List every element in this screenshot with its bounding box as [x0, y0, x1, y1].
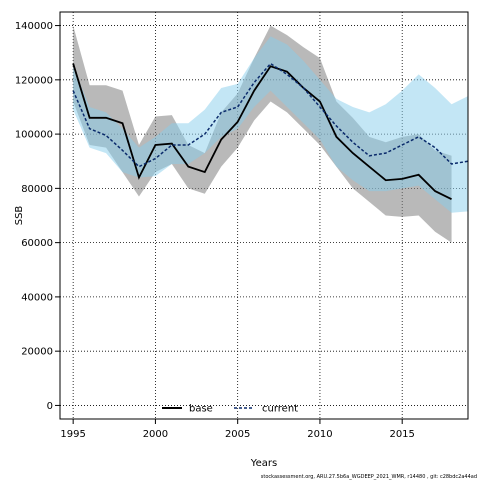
y-tick-label-120000: 120000 — [15, 75, 53, 86]
footnote: stockassessment.org, ARU.27.5b6a_WGDEEP_… — [261, 474, 477, 480]
legend-label-base: base — [189, 404, 213, 415]
series-line-current — [72, 62, 469, 168]
y-axis-label: SSB — [14, 206, 25, 226]
line-layer — [72, 62, 469, 201]
y-tick-label-0: 0 — [47, 401, 53, 412]
plot-frame — [59, 11, 469, 420]
x-tick-label-2000: 2000 — [143, 429, 168, 440]
band-layer — [73, 25, 469, 243]
y-tick-label-80000: 80000 — [21, 184, 53, 195]
y-tick-label-40000: 40000 — [21, 292, 53, 303]
y-tick-label-100000: 100000 — [15, 130, 53, 141]
x-tick-label-1995: 1995 — [60, 429, 85, 440]
series-line-base — [72, 63, 452, 201]
x-tick-label-2010: 2010 — [307, 429, 332, 440]
x-tick-label-2015: 2015 — [389, 429, 414, 440]
y-tick-label-20000: 20000 — [21, 347, 53, 358]
y-tick-label-140000: 140000 — [15, 21, 53, 32]
legend-label-current: current — [262, 404, 298, 415]
confidence-band-current — [73, 36, 469, 213]
tick-layer: 1995 2000 2005 2010 2015 0 20000 40000 60000 8000… — [15, 21, 415, 440]
x-tick-label-2005: 2005 — [225, 429, 250, 440]
x-axis-label: Years — [250, 458, 277, 469]
y-tick-label-60000: 60000 — [21, 238, 53, 249]
confidence-band-base — [73, 25, 452, 243]
legend: base current — [162, 404, 298, 415]
